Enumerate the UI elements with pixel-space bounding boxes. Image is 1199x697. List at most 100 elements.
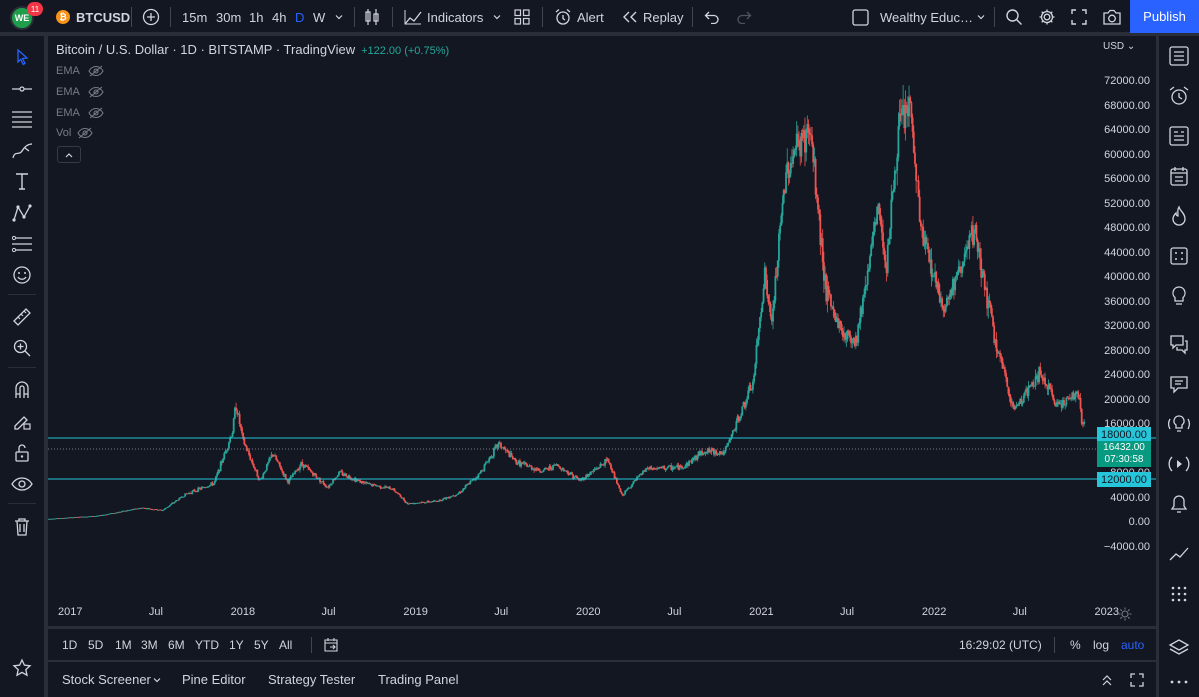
measure-tool[interactable]	[0, 302, 44, 332]
magnet-tool[interactable]	[0, 375, 44, 405]
undo-button[interactable]	[704, 0, 720, 34]
private-chats-button[interactable]	[1159, 368, 1199, 400]
tab-stock-screener[interactable]: Stock Screener	[62, 662, 151, 697]
symbol-search-button[interactable]: ₿ BTCUSD	[56, 0, 130, 34]
tab-trading-panel[interactable]: Trading Panel	[378, 672, 459, 687]
timeframe-15m[interactable]: 15m	[182, 9, 208, 25]
indicators-button[interactable]: Indicators	[404, 0, 483, 34]
layout-selector[interactable]: Wealthy Educ…	[852, 0, 973, 34]
trading-view-pro-button[interactable]	[1159, 538, 1199, 570]
redo-button[interactable]	[736, 0, 752, 34]
favorites-tool[interactable]	[0, 653, 44, 683]
timeframe-30m[interactable]: 30m	[216, 9, 242, 25]
timeframe-1h[interactable]: 1h	[249, 9, 264, 25]
range-1y[interactable]: 1Y	[229, 638, 244, 652]
axis-settings-button[interactable]	[1118, 607, 1132, 621]
ideas-button[interactable]	[1159, 280, 1199, 312]
zoom-tool[interactable]	[0, 333, 44, 363]
range-5y[interactable]: 5Y	[254, 638, 269, 652]
alerts-panel-button[interactable]	[1159, 80, 1199, 112]
hotlists-button[interactable]	[1159, 160, 1199, 192]
range-5d[interactable]: 5D	[88, 638, 104, 652]
range-1d[interactable]: 1D	[62, 638, 78, 652]
forecast-tool[interactable]	[0, 229, 44, 259]
indicator-ema-3[interactable]: EMA	[56, 107, 104, 119]
candle-bearish	[830, 294, 832, 307]
public-chats-button[interactable]	[1159, 328, 1199, 360]
go-to-date-button[interactable]	[323, 629, 339, 661]
eye-off-icon[interactable]	[77, 127, 93, 139]
alert-button[interactable]: Alert	[554, 0, 604, 34]
chevron-down-icon	[977, 15, 985, 20]
icons-tool[interactable]	[0, 260, 44, 290]
fib-tool[interactable]	[0, 104, 44, 134]
indicator-vol[interactable]: Vol	[56, 127, 93, 139]
object-tree-button[interactable]	[1159, 578, 1199, 610]
pattern-tool[interactable]	[0, 198, 44, 228]
brush-tool[interactable]	[0, 136, 44, 166]
ruler-icon	[13, 308, 31, 326]
remove-drawings-tool[interactable]	[0, 512, 44, 542]
maximize-panel-button[interactable]	[1130, 662, 1144, 697]
chart-type-button[interactable]	[364, 0, 380, 34]
price-chart[interactable]	[48, 36, 1156, 626]
stock-screener-dropdown[interactable]	[152, 662, 162, 697]
stay-in-drawing-mode-tool[interactable]	[0, 406, 44, 436]
percent-scale-toggle[interactable]: %	[1070, 638, 1081, 652]
templates-button[interactable]	[514, 0, 530, 34]
streams-button[interactable]	[1159, 448, 1199, 480]
publish-button[interactable]: Publish	[1130, 0, 1199, 33]
candle-bullish	[968, 235, 971, 249]
lock-drawings-tool[interactable]	[0, 438, 44, 468]
data-window-button[interactable]	[1159, 120, 1199, 152]
collapse-legend-button[interactable]	[57, 146, 81, 163]
compare-symbol-button[interactable]	[142, 0, 160, 34]
layout-dropdown-button[interactable]	[976, 0, 986, 34]
replay-button[interactable]: Replay	[622, 0, 683, 34]
search-button[interactable]	[1005, 0, 1023, 34]
help-button[interactable]	[1159, 408, 1199, 440]
timeframe-w[interactable]: W	[313, 9, 326, 25]
layers-button[interactable]	[1159, 632, 1199, 664]
range-1m[interactable]: 1M	[115, 638, 132, 652]
candle-bullish	[592, 470, 595, 472]
currency-selector[interactable]: USD ⌄	[1103, 41, 1136, 52]
timeframe-4h[interactable]: 4h	[272, 9, 287, 25]
range-ytd[interactable]: YTD	[195, 638, 219, 652]
calendar-button[interactable]	[1159, 240, 1199, 272]
more-button[interactable]	[1159, 666, 1199, 697]
tab-pine-editor[interactable]: Pine Editor	[182, 672, 246, 687]
eye-off-icon[interactable]	[88, 65, 104, 77]
indicator-ema-1[interactable]: EMA	[56, 65, 104, 77]
watchlist-button[interactable]	[1159, 40, 1199, 72]
chart-pane[interactable]: Bitcoin / U.S. Dollar · 1D · BITSTAMP · …	[48, 36, 1156, 626]
range-all[interactable]: All	[279, 638, 293, 652]
notifications-button[interactable]	[1159, 488, 1199, 520]
candle-bearish	[82, 516, 85, 518]
timeframe-d[interactable]: D	[295, 9, 305, 25]
hide-drawings-tool[interactable]	[0, 469, 44, 499]
auto-scale-toggle[interactable]: auto	[1121, 638, 1145, 652]
indicators-dropdown-button[interactable]	[492, 0, 502, 34]
candle-bearish	[315, 475, 318, 479]
candle-bullish	[294, 470, 297, 474]
trend-line-tool[interactable]	[0, 74, 44, 104]
candle-bullish	[717, 453, 720, 455]
settings-button[interactable]	[1038, 0, 1056, 34]
timeframe-dropdown-button[interactable]	[334, 0, 344, 34]
cursor-tool[interactable]	[0, 42, 44, 72]
log-scale-toggle[interactable]: log	[1093, 638, 1110, 652]
utc-clock[interactable]: 16:29:02 (UTC)	[959, 638, 1042, 652]
eye-off-icon[interactable]	[88, 107, 104, 119]
text-tool[interactable]	[0, 166, 44, 196]
fullscreen-button[interactable]	[1071, 0, 1087, 34]
collapse-panel-button[interactable]	[1100, 662, 1114, 697]
indicator-label: EMA	[56, 107, 80, 119]
news-flow-button[interactable]	[1159, 200, 1199, 232]
range-3m[interactable]: 3M	[141, 638, 158, 652]
range-6m[interactable]: 6M	[168, 638, 185, 652]
tab-strategy-tester[interactable]: Strategy Tester	[268, 672, 356, 687]
snapshot-button[interactable]	[1102, 0, 1122, 34]
indicator-ema-2[interactable]: EMA	[56, 86, 104, 98]
eye-off-icon[interactable]	[88, 86, 104, 98]
